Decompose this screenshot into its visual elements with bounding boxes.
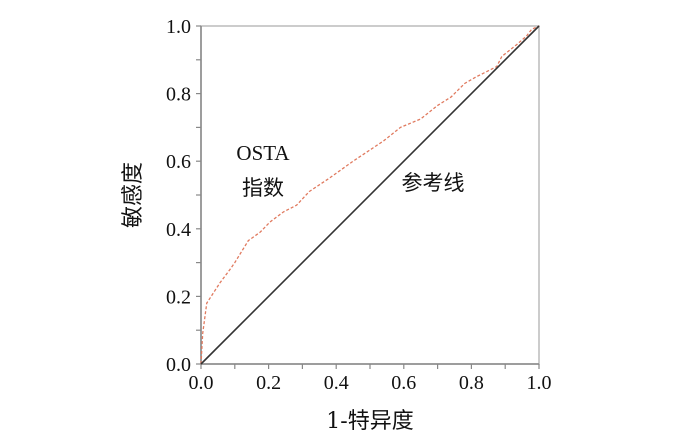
annotation-osta: OSTA bbox=[236, 141, 290, 165]
x-tick-label: 1.0 bbox=[527, 372, 552, 394]
y-tick-label: 0.6 bbox=[166, 151, 191, 173]
x-tick-label: 0.4 bbox=[324, 372, 349, 394]
annotation-reference-line: 参考线 bbox=[402, 171, 465, 195]
x-tick-label: 0.8 bbox=[459, 372, 484, 394]
annotation-index: 指数 bbox=[242, 176, 284, 200]
y-tick-label: 0.8 bbox=[166, 84, 191, 106]
y-axis-label: 敏感度 bbox=[121, 162, 146, 228]
x-axis-label: 1-特异度 bbox=[326, 409, 413, 434]
y-tick-label: 0.4 bbox=[166, 219, 191, 241]
x-tick-label: 0.2 bbox=[256, 372, 281, 394]
x-tick-label: 0.6 bbox=[391, 372, 416, 394]
y-tick-label: 1.0 bbox=[166, 16, 191, 38]
x-tick-label: 0.0 bbox=[189, 372, 214, 394]
y-tick-label: 0.2 bbox=[166, 286, 191, 308]
reference-line bbox=[200, 25, 540, 365]
y-tick-label: 0.0 bbox=[166, 354, 191, 376]
